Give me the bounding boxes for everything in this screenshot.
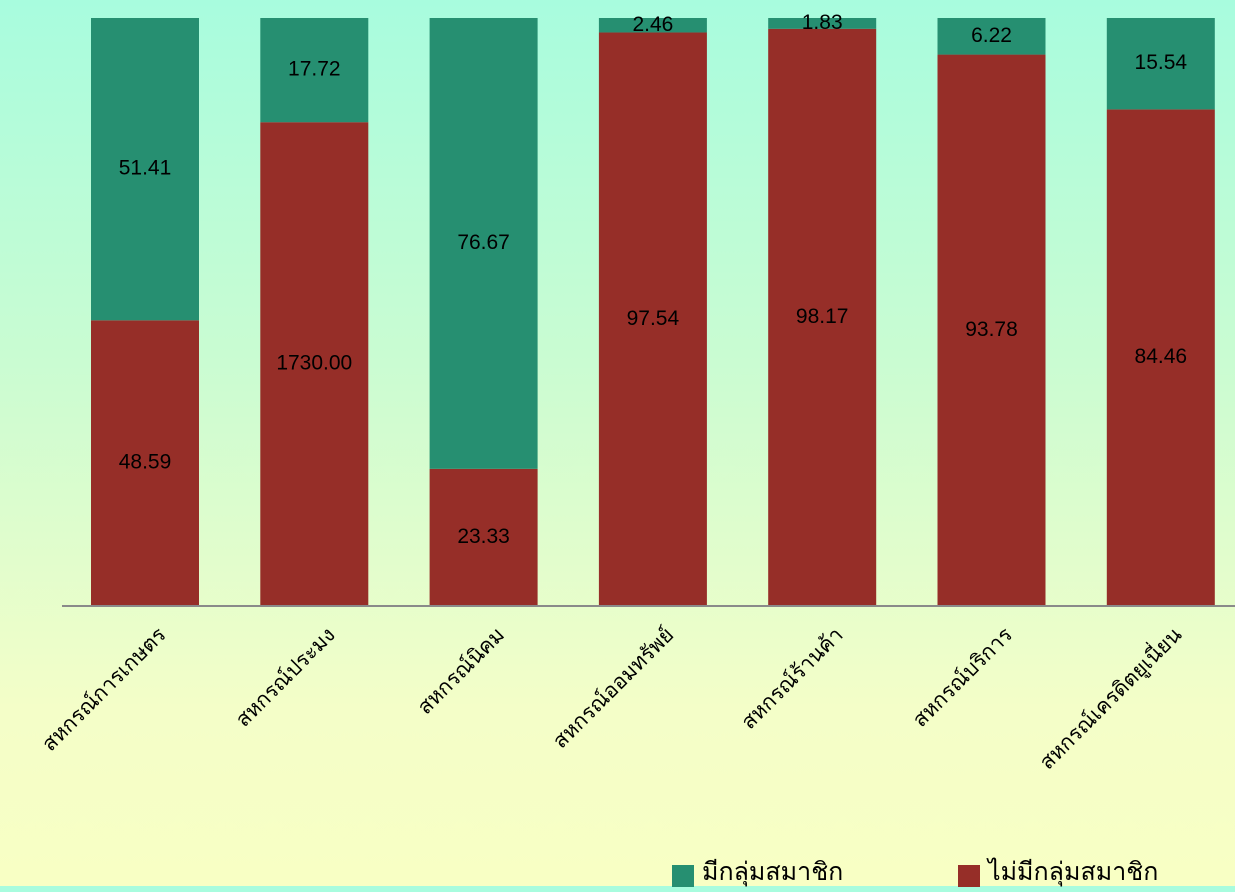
data-label-without-group: 23.33 (457, 525, 510, 548)
data-label-without-group: 1730.00 (276, 352, 352, 375)
data-label-with-group: 2.46 (632, 13, 673, 36)
data-label-with-group: 51.41 (119, 157, 172, 180)
data-label-without-group: 93.78 (965, 318, 1018, 341)
legend-label-with-group: มีกลุ่มสมาชิก (702, 852, 843, 892)
x-tick-label: สหกรณ์ออมทรัพย์ (548, 623, 678, 753)
data-label-without-group: 84.46 (1135, 345, 1188, 368)
x-tick-label: สหกรณ์บริการ (908, 623, 1017, 732)
data-label-without-group: 97.54 (627, 307, 680, 330)
x-tick-label: สหกรณ์ประมง (231, 623, 340, 732)
x-tick-label: สหกรณ์เครดิตยูเนี่ยน (1033, 620, 1187, 774)
data-label-with-group: 15.54 (1135, 51, 1188, 74)
data-label-with-group: 1.83 (802, 11, 843, 34)
legend-item-without-group: ไม่มีกลุ่มสมาชิก (958, 852, 1158, 892)
legend-swatch-without-group (958, 865, 980, 887)
x-tick-label: สหกรณ์การเกษตร (37, 623, 170, 756)
data-label-without-group: 48.59 (119, 451, 172, 474)
data-label-with-group: 6.22 (971, 24, 1012, 47)
x-tick-label: สหกรณ์ร้านค้า (736, 623, 847, 734)
data-label-with-group: 76.67 (457, 231, 510, 254)
data-label-with-group: 17.72 (288, 58, 341, 81)
legend-item-with-group: มีกลุ่มสมาชิก (672, 852, 843, 892)
legend-label-without-group: ไม่มีกลุ่มสมาชิก (988, 852, 1158, 892)
legend-swatch-with-group (672, 865, 694, 887)
data-label-without-group: 98.17 (796, 305, 849, 328)
x-tick-label: สหกรณ์นิคม (413, 623, 509, 719)
